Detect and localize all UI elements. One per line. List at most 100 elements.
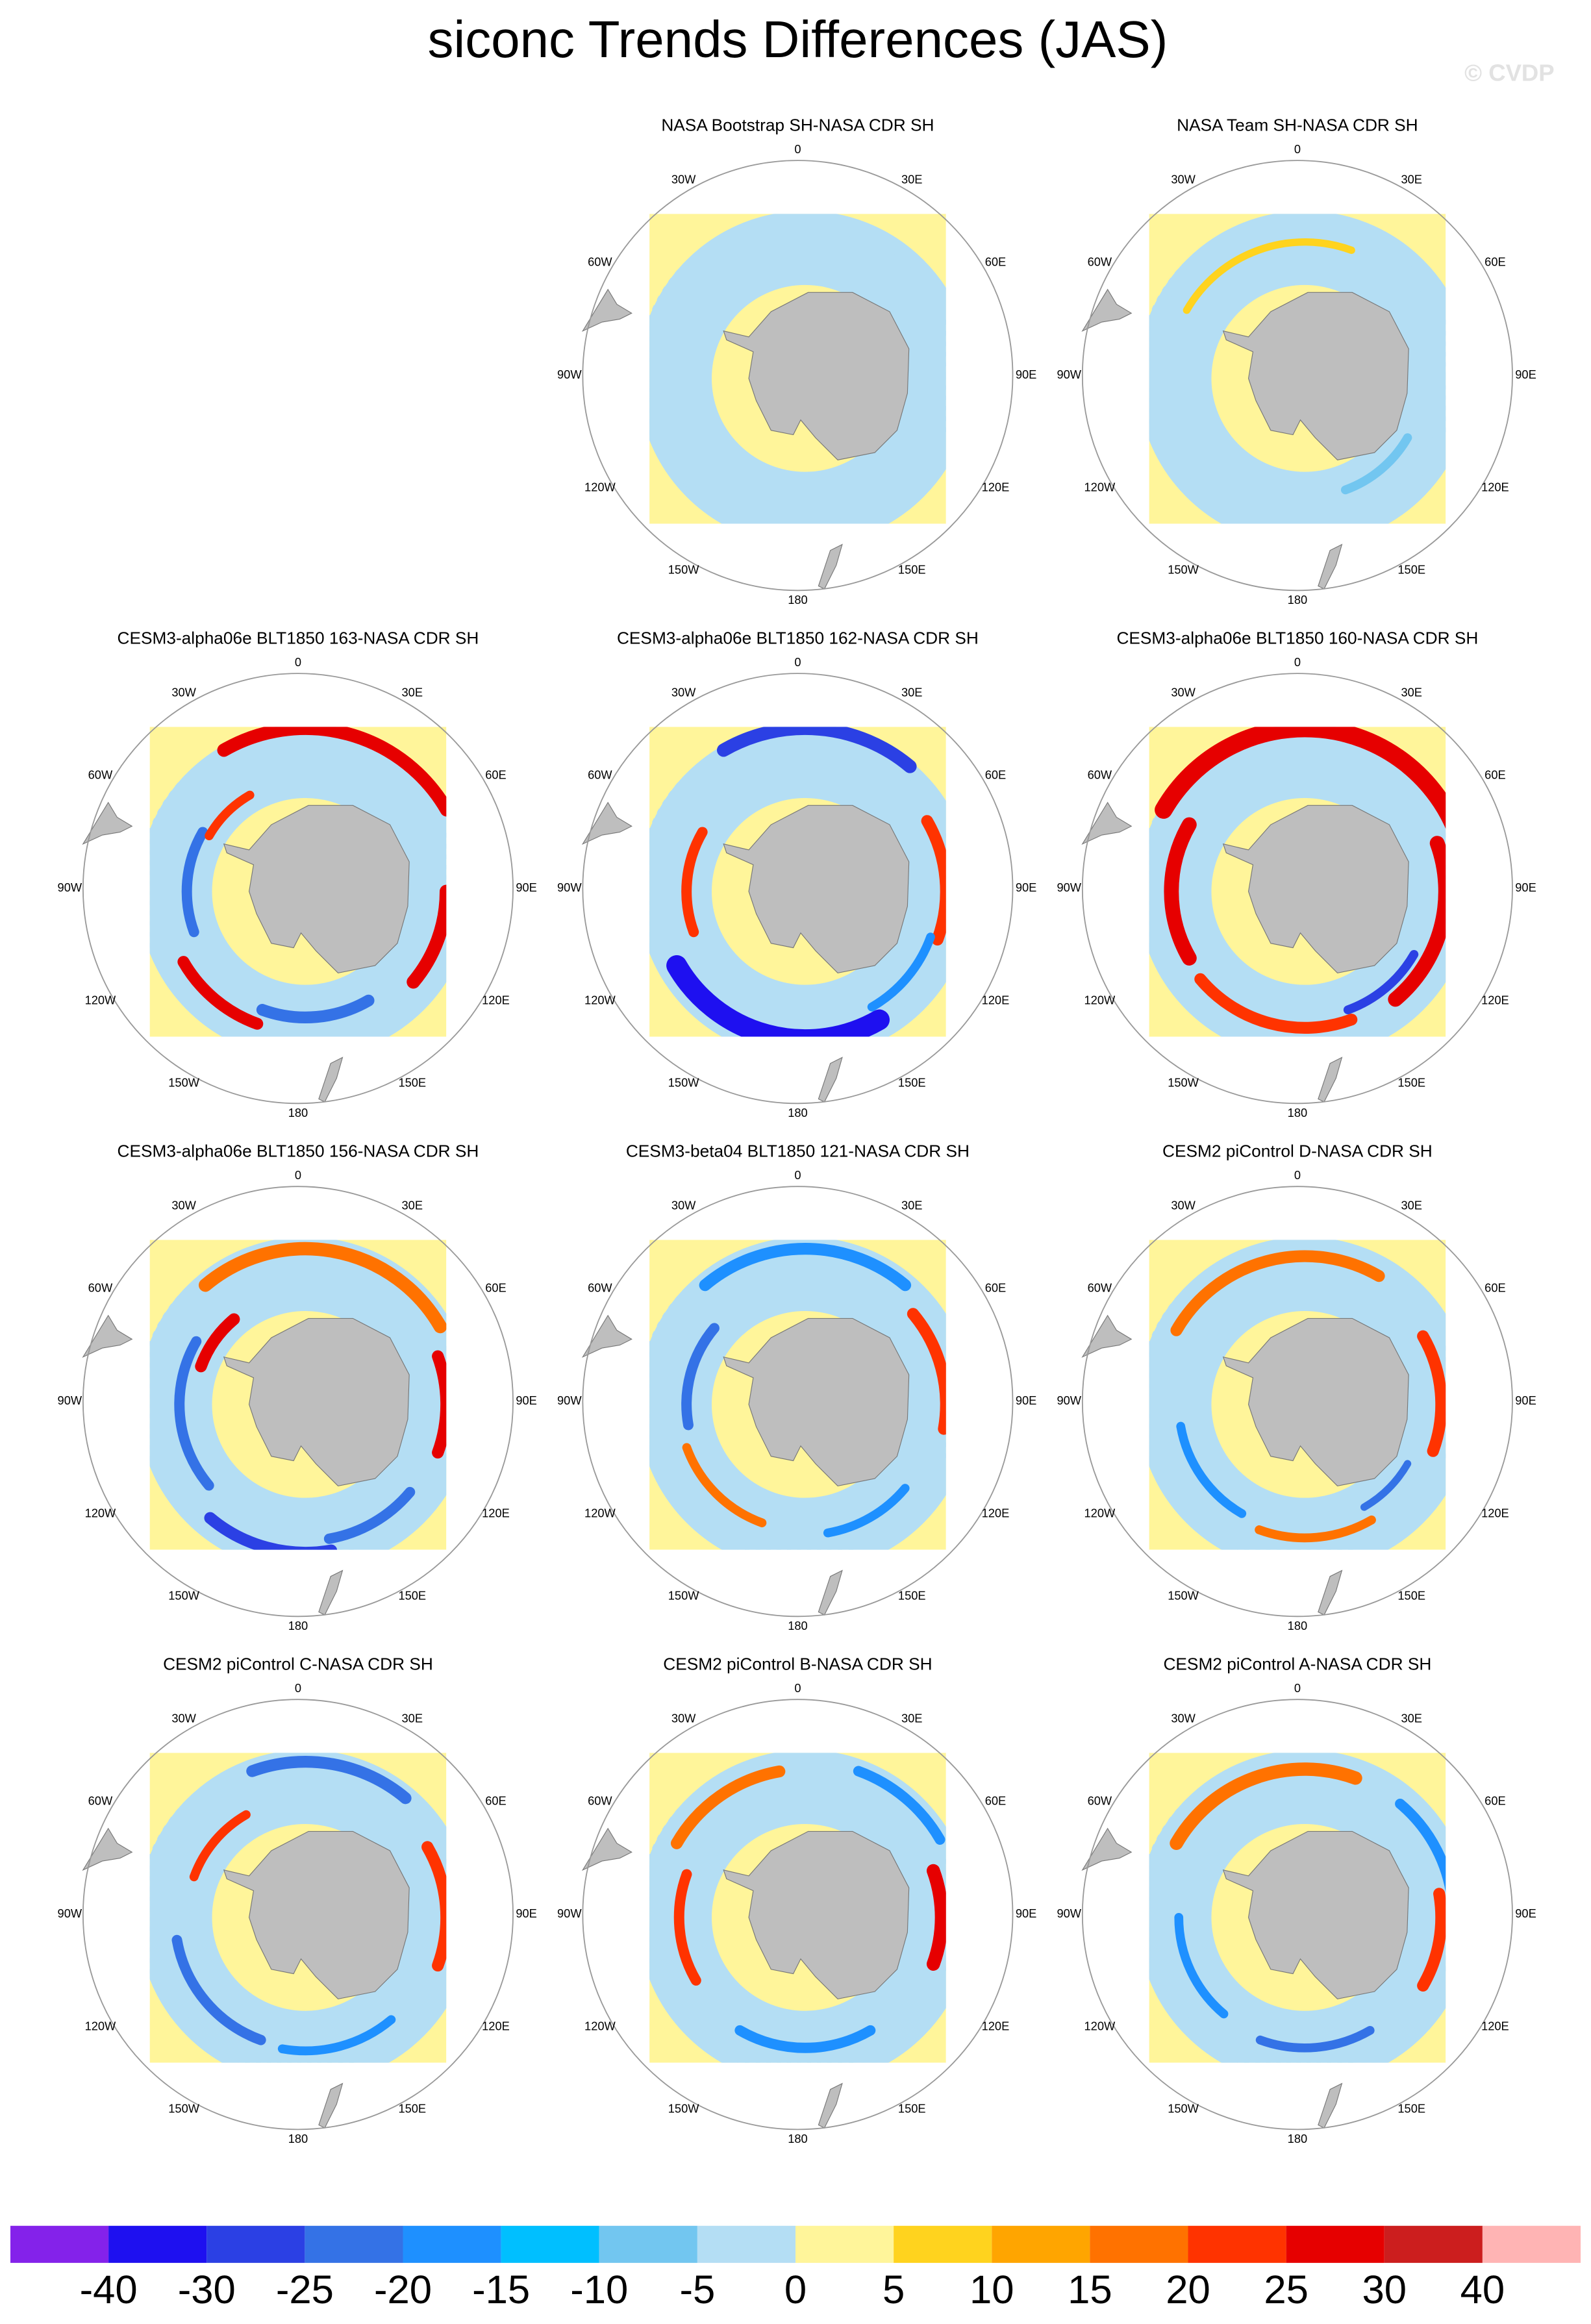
south-america xyxy=(1081,1314,1133,1358)
antarctica xyxy=(223,805,410,973)
map-panel: CESM2 piControl B-NASA CDR SH 0 30E 60E 90E 1… xyxy=(557,1655,1036,2146)
colorbar-box xyxy=(10,2225,109,2263)
south-america xyxy=(581,801,633,845)
longitude-label: 90E xyxy=(1016,368,1036,381)
longitude-label: 150E xyxy=(398,1589,426,1603)
trend-band xyxy=(1170,1250,1385,1336)
longitude-label: 120E xyxy=(982,1506,1010,1520)
panel-title: CESM2 piControl B-NASA CDR SH xyxy=(663,1655,932,1674)
longitude-label: 150W xyxy=(668,563,699,577)
longitude-label: 0 xyxy=(295,655,301,669)
antarctica xyxy=(723,805,910,973)
trend-band xyxy=(1155,727,1446,829)
trend-band xyxy=(867,932,935,1012)
longitude-label: 60E xyxy=(985,1794,1006,1808)
south-america xyxy=(581,288,633,332)
map-boundary xyxy=(582,1186,1014,1618)
new-zealand xyxy=(1318,1569,1343,1616)
antarctica xyxy=(723,1318,910,1487)
longitude-label: 150W xyxy=(1168,1076,1199,1090)
south-america xyxy=(82,801,133,845)
trend-band xyxy=(1255,2026,1375,2053)
colorbar-label: -5 xyxy=(679,2268,715,2312)
watermark: © CVDP xyxy=(1464,59,1555,86)
longitude-label: 60W xyxy=(588,768,612,782)
longitude-label: 30E xyxy=(1401,685,1422,699)
trend-band xyxy=(1360,1460,1412,1511)
longitude-label: 60E xyxy=(985,1281,1006,1295)
map-boundary xyxy=(1081,1186,1513,1618)
longitude-label: 150W xyxy=(168,2102,199,2116)
antarctica xyxy=(1222,292,1409,460)
longitude-label: 150W xyxy=(668,1589,699,1603)
map-panel: CESM3-beta04 BLT1850 121-NASA CDR SH 0 30E… xyxy=(557,1142,1036,1633)
longitude-label: 120W xyxy=(1084,2019,1116,2033)
trend-band xyxy=(921,815,946,946)
antarctica xyxy=(1222,1318,1409,1487)
colorbar-box xyxy=(305,2225,403,2263)
trend-band xyxy=(1395,1798,1446,1893)
longitude-label: 90W xyxy=(557,1906,582,1920)
longitude-label: 120E xyxy=(1481,1506,1509,1520)
colorbar: -40 -30 -25 -20 -15 -10 -5 0 5 10 15 20 25 30 40 xyxy=(10,2225,1581,2312)
south-america xyxy=(1081,1827,1133,1871)
longitude-label: 60W xyxy=(1088,255,1112,268)
colorbar-box xyxy=(207,2225,305,2263)
panel-title: CESM3-alpha06e BLT1850 160-NASA CDR SH xyxy=(1116,629,1478,648)
longitude-label: 30E xyxy=(901,1712,922,1725)
south-america xyxy=(1081,801,1133,845)
longitude-label: 120W xyxy=(1084,1506,1116,1520)
map-field xyxy=(1149,1240,1446,1550)
longitude-label: 180 xyxy=(288,1106,308,1119)
map-panel: CESM3-alpha06e BLT1850 162-NASA CDR SH 0 3… xyxy=(557,629,1036,1120)
longitude-label: 120E xyxy=(1481,2019,1509,2033)
colorbar-box xyxy=(894,2225,992,2263)
longitude-label: 30E xyxy=(901,1199,922,1212)
trend-band xyxy=(432,1350,447,1459)
trend-band xyxy=(823,1484,910,1538)
longitude-label: 120E xyxy=(482,2019,510,2033)
colorbar-box xyxy=(599,2225,697,2263)
longitude-label: 30E xyxy=(1401,172,1422,186)
trend-band xyxy=(681,827,708,938)
trend-band xyxy=(256,994,375,1024)
trend-band xyxy=(1194,973,1358,1034)
sea-ice-zone xyxy=(649,727,946,1037)
longitude-label: 0 xyxy=(1294,1681,1301,1695)
longitude-label: 120W xyxy=(1084,481,1116,494)
colorbar-label: 30 xyxy=(1362,2268,1407,2312)
longitude-label: 90W xyxy=(557,368,582,381)
longitude-label: 150W xyxy=(1168,563,1199,577)
longitude-label: 120W xyxy=(584,481,616,494)
map-boundary xyxy=(1081,1699,1513,2130)
trend-band xyxy=(926,1864,946,1971)
antarctica xyxy=(1222,805,1409,973)
longitude-label: 90E xyxy=(516,881,536,894)
longitude-label: 0 xyxy=(794,142,801,156)
longitude-label: 0 xyxy=(794,655,801,669)
longitude-label: 150E xyxy=(898,2102,926,2116)
panel-title: CESM3-alpha06e BLT1850 156-NASA CDR SH xyxy=(118,1142,479,1161)
trend-band xyxy=(171,1934,266,2045)
longitude-label: 120W xyxy=(584,2019,616,2033)
trend-band xyxy=(716,727,917,773)
longitude-label: 120W xyxy=(584,1506,616,1520)
map-panel: CESM2 piControl D-NASA CDR SH 0 30E 60E 90E 1… xyxy=(1057,1142,1536,1633)
longitude-label: 120E xyxy=(1481,993,1509,1007)
longitude-label: 60W xyxy=(88,1281,113,1295)
panel-title: CESM2 piControl A-NASA CDR SH xyxy=(1163,1655,1431,1674)
antarctica xyxy=(1222,1830,1409,2000)
colorbar-box xyxy=(1188,2225,1286,2263)
south-america xyxy=(82,1827,133,1871)
longitude-label: 180 xyxy=(1288,1619,1307,1632)
longitude-label: 90E xyxy=(516,1393,536,1407)
colorbar-label: -15 xyxy=(472,2268,530,2312)
trend-band xyxy=(1183,238,1355,314)
colorbar-box xyxy=(796,2225,894,2263)
longitude-label: 150W xyxy=(668,1076,699,1090)
longitude-label: 60E xyxy=(485,768,506,782)
colorbar-box xyxy=(1090,2225,1188,2263)
trend-band xyxy=(277,2015,396,2056)
trend-band xyxy=(195,1313,240,1373)
longitude-label: 30W xyxy=(1171,685,1196,699)
